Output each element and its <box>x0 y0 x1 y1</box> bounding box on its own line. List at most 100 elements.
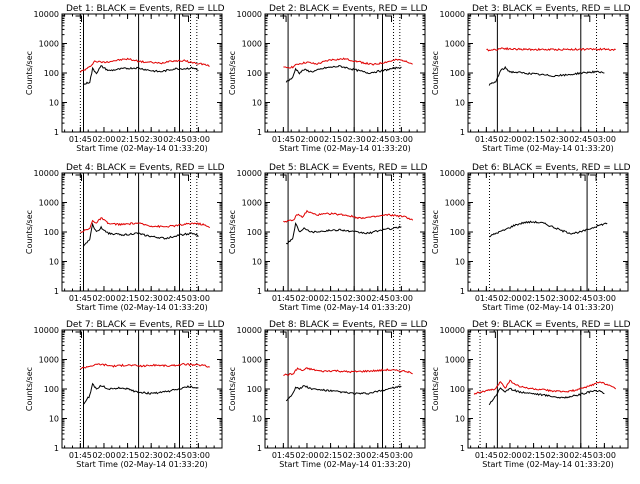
series-line-events <box>285 64 402 83</box>
panel-det-5: Det 5: BLACK = Events, RED = LLD 1 10 100 10… <box>228 163 428 312</box>
y-tick-label: 10000 <box>237 10 262 19</box>
plot-frame <box>264 172 426 292</box>
series-line-lld <box>283 367 413 376</box>
flag-marker <box>75 15 83 22</box>
y-tick-label: 10 <box>455 415 465 424</box>
series-line-lld <box>80 362 210 370</box>
x-tick-label: 03:00 <box>390 294 413 303</box>
x-tick-label: 02:30 <box>343 135 366 144</box>
x-tick-label: 02:00 <box>295 135 318 144</box>
y-axis-label: Counts/sec <box>228 367 237 411</box>
x-axis-label: Start Time (02-May-14 01:33:20) <box>279 303 410 312</box>
y-tick-label: 100 <box>44 385 59 394</box>
panel-title: Det 7: BLACK = Events, RED = LLD <box>66 320 225 330</box>
x-tick-label: 02:00 <box>295 294 318 303</box>
x-tick-label: 01:45 <box>475 451 498 460</box>
y-tick-label: 10000 <box>440 326 465 335</box>
y-tick-label: 10 <box>252 258 262 267</box>
x-tick-label: 01:45 <box>475 294 498 303</box>
y-tick-label: 10 <box>49 258 59 267</box>
x-tick-label: 02:45 <box>163 135 186 144</box>
y-tick-label: 100 <box>247 228 262 237</box>
panel-det-9: Det 9: BLACK = Events, RED = LLD 1 10 100 10… <box>431 320 631 469</box>
panel-det-1: Det 1: BLACK = Events, RED = LLD 1 10 100 10… <box>25 4 225 153</box>
flag-marker <box>280 15 287 22</box>
y-tick-label: 1 <box>54 287 59 296</box>
flag-marker <box>75 331 83 338</box>
y-tick-label: 1 <box>54 444 59 453</box>
panel-title: Det 4: BLACK = Events, RED = LLD <box>66 163 225 173</box>
y-axis-label: Counts/sec <box>228 210 237 254</box>
y-tick-label: 1000 <box>39 40 59 49</box>
y-tick-label: 1000 <box>445 356 465 365</box>
x-tick-label: 02:00 <box>92 294 115 303</box>
x-tick-label: 03:00 <box>187 451 210 460</box>
flag-marker <box>280 174 287 181</box>
panel-det-3: Det 3: BLACK = Events, RED = LLD 1 10 100 10… <box>431 4 631 153</box>
x-axis-label: Start Time (02-May-14 01:33:20) <box>279 144 410 153</box>
x-tick-label: 02:30 <box>140 451 163 460</box>
x-tick-label: 02:45 <box>366 135 389 144</box>
series-line-events <box>489 220 608 238</box>
panel-title: Det 1: BLACK = Events, RED = LLD <box>66 4 225 14</box>
y-tick-label: 100 <box>450 69 465 78</box>
x-axis-label: Start Time (02-May-14 01:33:20) <box>482 303 613 312</box>
y-tick-label: 10000 <box>34 10 59 19</box>
plot-frame <box>467 172 629 292</box>
y-tick-label: 10 <box>49 415 59 424</box>
y-axis-label: Counts/sec <box>431 210 440 254</box>
x-axis-label: Start Time (02-May-14 01:33:20) <box>76 460 207 469</box>
panel-title: Det 5: BLACK = Events, RED = LLD <box>269 163 428 173</box>
x-tick-label: 01:45 <box>69 135 92 144</box>
x-tick-label: 03:00 <box>593 451 616 460</box>
x-tick-label: 02:00 <box>92 451 115 460</box>
x-tick-label: 02:15 <box>319 451 342 460</box>
y-tick-label: 10000 <box>440 169 465 178</box>
panel-title: Det 3: BLACK = Events, RED = LLD <box>472 4 631 14</box>
x-tick-label: 02:15 <box>116 135 139 144</box>
panel-title: Det 2: BLACK = Events, RED = LLD <box>269 4 428 14</box>
flag-marker <box>182 15 190 22</box>
y-tick-label: 1 <box>460 128 465 137</box>
x-axis-label: Start Time (02-May-14 01:33:20) <box>76 303 207 312</box>
panel-title: Det 8: BLACK = Events, RED = LLD <box>269 320 428 330</box>
x-tick-label: 01:45 <box>475 135 498 144</box>
flag-marker <box>385 174 393 181</box>
x-tick-label: 02:00 <box>498 294 521 303</box>
plot-frame <box>264 13 426 133</box>
plot-frame <box>61 13 223 133</box>
y-tick-label: 1 <box>460 287 465 296</box>
series-line-lld <box>283 209 414 223</box>
x-tick-label: 01:45 <box>69 294 92 303</box>
x-tick-label: 02:45 <box>569 294 592 303</box>
y-tick-label: 100 <box>450 385 465 394</box>
panel-det-6: Det 6: BLACK = Events, RED = LLD 1 10 100 10… <box>431 163 631 312</box>
x-tick-label: 03:00 <box>390 451 413 460</box>
y-axis-label: Counts/sec <box>431 51 440 95</box>
y-tick-label: 100 <box>247 69 262 78</box>
x-tick-label: 02:00 <box>498 451 521 460</box>
y-tick-label: 100 <box>450 228 465 237</box>
y-tick-label: 1 <box>257 287 262 296</box>
y-tick-label: 10000 <box>34 169 59 178</box>
flag-marker <box>75 174 83 181</box>
y-tick-label: 10000 <box>237 169 262 178</box>
x-tick-label: 02:30 <box>546 294 569 303</box>
y-tick-label: 1000 <box>242 356 262 365</box>
x-tick-label: 02:30 <box>546 451 569 460</box>
y-tick-label: 10000 <box>237 326 262 335</box>
y-tick-label: 10 <box>455 99 465 108</box>
flag-marker <box>489 331 496 338</box>
flag-marker <box>385 331 393 338</box>
x-tick-label: 02:45 <box>163 451 186 460</box>
y-tick-label: 1000 <box>445 40 465 49</box>
panel-title: Det 9: BLACK = Events, RED = LLD <box>472 320 631 330</box>
y-axis-label: Counts/sec <box>25 367 34 411</box>
plot-frame <box>264 329 426 449</box>
x-tick-label: 02:15 <box>522 135 545 144</box>
series-line-lld <box>283 57 413 69</box>
flag-marker <box>489 15 496 22</box>
y-axis-label: Counts/sec <box>25 210 34 254</box>
